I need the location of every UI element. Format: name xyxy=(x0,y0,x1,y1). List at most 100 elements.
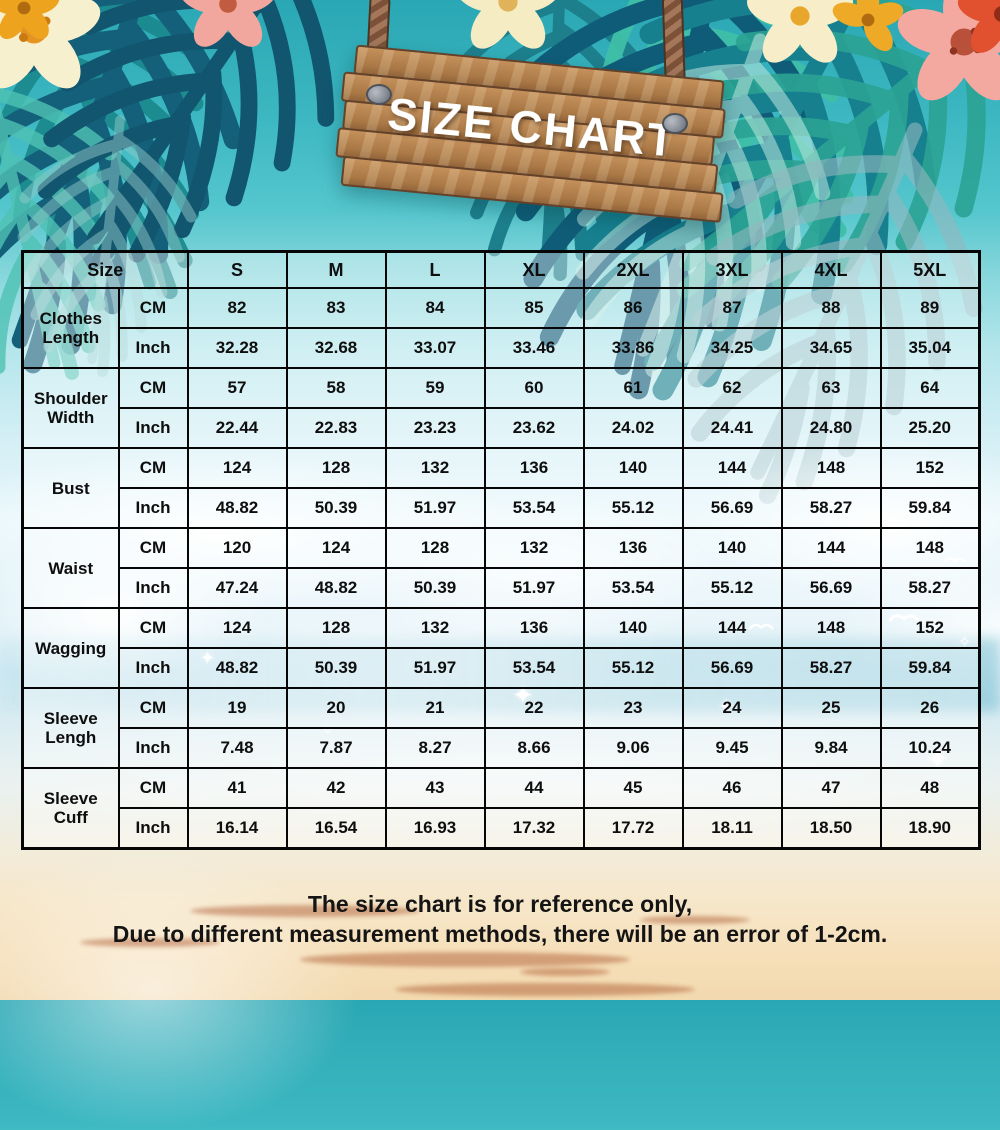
size-column-header: M xyxy=(285,250,387,289)
cm-value-cell: 85 xyxy=(483,287,585,329)
inch-value-cell: 48.82 xyxy=(186,647,288,689)
inch-value-cell: 53.54 xyxy=(582,567,684,609)
cm-value-cell: 144 xyxy=(780,527,882,569)
cm-value-cell: 83 xyxy=(285,287,387,329)
cm-value-cell: 144 xyxy=(681,447,783,489)
palm-leaves-decoration xyxy=(0,0,1000,671)
cm-value-cell: 63 xyxy=(780,367,882,409)
inch-value-cell: 24.41 xyxy=(681,407,783,449)
size-column-header: 3XL xyxy=(681,250,783,289)
cm-value-cell: 44 xyxy=(483,767,585,809)
footer-line-1: The size chart is for reference only, xyxy=(307,891,693,917)
inch-value-cell: 18.50 xyxy=(780,807,882,850)
unit-cm-label: CM xyxy=(117,287,189,329)
cm-value-cell: 140 xyxy=(681,527,783,569)
inch-value-cell: 25.20 xyxy=(879,407,981,449)
cm-value-cell: 128 xyxy=(384,527,486,569)
cm-value-cell: 132 xyxy=(384,447,486,489)
sign-bolt-right xyxy=(662,113,688,134)
inch-value-cell: 56.69 xyxy=(780,567,882,609)
cm-value-cell: 48 xyxy=(879,767,981,809)
unit-cm-label: CM xyxy=(117,447,189,489)
measurement-label: Sleeve Cuff xyxy=(21,767,120,850)
size-column-header: 2XL xyxy=(582,250,684,289)
measurement-row-cm: Sleeve Cuff CM 41 42 43 44 45 46 47 48 xyxy=(21,767,981,850)
measurement-row-inch: Inch 32.28 32.68 33.07 33.46 33.86 34.25 34.65 3… xyxy=(23,327,981,369)
inch-value-cell: 18.90 xyxy=(879,807,981,850)
cm-value-cell: 86 xyxy=(582,287,684,329)
unit-inch-label: Inch xyxy=(117,807,189,850)
inch-value-cell: 18.11 xyxy=(681,807,783,850)
cm-value-cell: 47 xyxy=(780,767,882,809)
measurement-row-inch: Inch 7.48 7.87 8.27 8.66 9.06 9.45 9.84 10.24 xyxy=(23,727,981,769)
unit-inch-label: Inch xyxy=(117,327,189,369)
table-header-row: Size S M L XL 2XL 3XL 4XL 5XL xyxy=(21,250,981,289)
unit-inch-label: Inch xyxy=(117,647,189,689)
measurement-row-inch: Inch 48.82 50.39 51.97 53.54 55.12 56.69 58.27 5… xyxy=(23,647,981,689)
unit-cm-label: CM xyxy=(117,607,189,649)
cm-value-cell: 124 xyxy=(186,447,288,489)
inch-value-cell: 22.83 xyxy=(285,407,387,449)
sand-streak xyxy=(640,916,750,924)
size-column-header: 5XL xyxy=(879,250,981,289)
inch-value-cell: 50.39 xyxy=(384,567,486,609)
inch-value-cell: 58.27 xyxy=(879,567,981,609)
measurement-row-cm: Bust CM 124 128 132 136 140 144 148 152 xyxy=(21,447,981,529)
inch-value-cell: 34.65 xyxy=(780,327,882,369)
inch-value-cell: 33.07 xyxy=(384,327,486,369)
inch-value-cell: 56.69 xyxy=(681,487,783,529)
inch-value-cell: 9.45 xyxy=(681,727,783,769)
inch-value-cell: 24.02 xyxy=(582,407,684,449)
inch-value-cell: 59.84 xyxy=(879,647,981,689)
size-chart-table: Size S M L XL 2XL 3XL 4XL 5XL Clothes Length CM 82 8… xyxy=(21,250,981,850)
inch-value-cell: 22.44 xyxy=(186,407,288,449)
sand-streak xyxy=(80,938,220,947)
measurement-row-inch: Inch 22.44 22.83 23.23 23.62 24.02 24.41 24.80 2… xyxy=(23,407,981,449)
unit-cm-label: CM xyxy=(117,367,189,409)
inch-value-cell: 58.27 xyxy=(780,647,882,689)
sand-streak xyxy=(395,983,695,996)
sand-streak xyxy=(520,968,610,976)
inch-value-cell: 53.54 xyxy=(483,487,585,529)
inch-value-cell: 23.23 xyxy=(384,407,486,449)
cm-value-cell: 136 xyxy=(483,447,585,489)
size-column-header: 4XL xyxy=(780,250,882,289)
inch-value-cell: 8.27 xyxy=(384,727,486,769)
cm-value-cell: 60 xyxy=(483,367,585,409)
cm-value-cell: 148 xyxy=(780,447,882,489)
cm-value-cell: 41 xyxy=(186,767,288,809)
inch-value-cell: 33.86 xyxy=(582,327,684,369)
cm-value-cell: 132 xyxy=(384,607,486,649)
cm-value-cell: 57 xyxy=(186,367,288,409)
cm-value-cell: 82 xyxy=(186,287,288,329)
inch-value-cell: 24.80 xyxy=(780,407,882,449)
unit-inch-label: Inch xyxy=(117,407,189,449)
measurement-row-inch: Inch 16.14 16.54 16.93 17.32 17.72 18.11 18.50 1… xyxy=(23,807,981,850)
cm-value-cell: 124 xyxy=(186,607,288,649)
inch-value-cell: 59.84 xyxy=(879,487,981,529)
cm-value-cell: 148 xyxy=(879,527,981,569)
cm-value-cell: 24 xyxy=(681,687,783,729)
inch-value-cell: 32.68 xyxy=(285,327,387,369)
cm-value-cell: 26 xyxy=(879,687,981,729)
cm-value-cell: 45 xyxy=(582,767,684,809)
sand-streak xyxy=(300,952,630,967)
cm-value-cell: 84 xyxy=(384,287,486,329)
inch-value-cell: 48.82 xyxy=(186,487,288,529)
cm-value-cell: 43 xyxy=(384,767,486,809)
size-column-header: S xyxy=(186,250,288,289)
cm-value-cell: 42 xyxy=(285,767,387,809)
flower-icon xyxy=(832,0,904,52)
measurement-row-cm: Waist CM 120 124 128 132 136 140 144 148 xyxy=(21,527,981,609)
footer-line-2: Due to different measurement methods, th… xyxy=(112,921,888,947)
size-column-header: L xyxy=(384,250,486,289)
cm-value-cell: 59 xyxy=(384,367,486,409)
inch-value-cell: 7.48 xyxy=(186,727,288,769)
sign-bolt-left xyxy=(366,84,392,105)
unit-inch-label: Inch xyxy=(117,487,189,529)
cm-value-cell: 152 xyxy=(879,447,981,489)
cm-value-cell: 58 xyxy=(285,367,387,409)
flower-icon xyxy=(0,0,60,40)
inch-value-cell: 34.25 xyxy=(681,327,783,369)
cm-value-cell: 61 xyxy=(582,367,684,409)
